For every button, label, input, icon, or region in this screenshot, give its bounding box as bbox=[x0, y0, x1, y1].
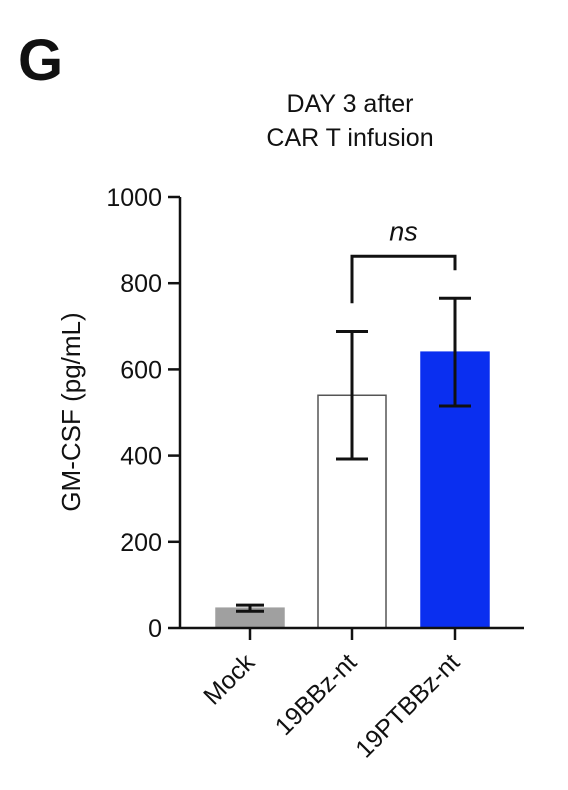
significance-label: ns bbox=[389, 216, 418, 246]
y-tick-label: 400 bbox=[120, 443, 162, 471]
y-tick-label: 200 bbox=[120, 529, 162, 557]
chart-title-line-2: CAR T infusion bbox=[266, 124, 433, 152]
y-tick-label: 800 bbox=[120, 270, 162, 298]
y-tick-label: 600 bbox=[120, 356, 162, 384]
y-tick-label: 1000 bbox=[106, 184, 162, 212]
significance-bracket bbox=[350, 254, 457, 304]
chart-title-line-1: DAY 3 after bbox=[287, 90, 414, 118]
error-bars bbox=[236, 296, 471, 613]
y-axis-ticks: 0 200 400 600 800 1000 bbox=[106, 184, 180, 643]
category-label: 19BBz-nt bbox=[270, 648, 363, 741]
category-label: Mock bbox=[198, 648, 260, 710]
y-axis-label: GM-CSF (pg/mL) bbox=[56, 312, 86, 511]
panel-letter: G bbox=[18, 28, 63, 93]
category-label: 19PTBBz-nt bbox=[350, 648, 465, 763]
y-tick-label: 0 bbox=[148, 615, 162, 643]
